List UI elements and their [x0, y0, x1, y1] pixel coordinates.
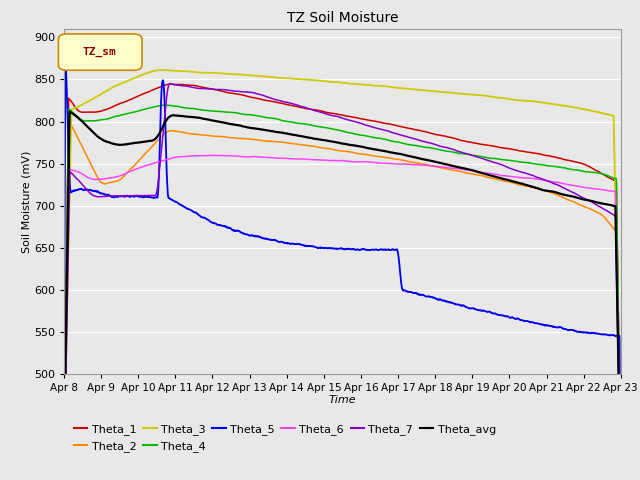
Theta_1: [124, 98, 131, 104]
Theta_3: [60, 451, 68, 456]
Theta_2: [60, 454, 68, 460]
Theta_3: [298, 76, 306, 82]
Theta_6: [157, 158, 164, 164]
Theta_6: [274, 155, 282, 161]
Theta_5: [61, 56, 69, 61]
Theta_avg: [66, 108, 74, 114]
Theta_3: [546, 101, 554, 107]
Theta_4: [617, 472, 625, 478]
Text: TZ_sm: TZ_sm: [83, 47, 116, 57]
Theta_5: [546, 323, 554, 329]
Theta_6: [124, 170, 131, 176]
Theta_2: [274, 139, 282, 144]
Theta_4: [606, 174, 614, 180]
Theta_5: [606, 332, 614, 338]
Theta_4: [124, 111, 131, 117]
Theta_3: [161, 67, 168, 73]
Title: TZ Soil Moisture: TZ Soil Moisture: [287, 11, 398, 25]
Theta_7: [298, 104, 306, 109]
Theta_1: [298, 105, 306, 110]
Theta_7: [157, 156, 164, 161]
Theta_7: [546, 179, 554, 185]
Y-axis label: Soil Moisture (mV): Soil Moisture (mV): [21, 150, 31, 253]
Theta_avg: [546, 189, 554, 194]
Theta_2: [298, 142, 306, 148]
Theta_3: [606, 112, 614, 118]
Theta_4: [161, 102, 168, 108]
Theta_1: [617, 474, 625, 480]
Theta_5: [298, 242, 306, 248]
Theta_avg: [606, 202, 614, 208]
Theta_avg: [60, 450, 68, 456]
Theta_4: [274, 116, 282, 122]
Theta_7: [166, 81, 174, 86]
Theta_3: [274, 75, 282, 81]
Theta_7: [606, 210, 614, 216]
Theta_4: [60, 448, 68, 454]
Theta_1: [606, 175, 614, 181]
Line: Theta_1: Theta_1: [64, 84, 621, 477]
Theta_2: [606, 221, 614, 227]
Theta_7: [274, 97, 282, 103]
FancyBboxPatch shape: [58, 34, 142, 70]
Theta_3: [157, 67, 164, 73]
Line: Theta_avg: Theta_avg: [64, 111, 621, 480]
Line: Theta_4: Theta_4: [64, 105, 621, 475]
Theta_6: [298, 156, 306, 162]
Theta_1: [166, 81, 174, 87]
Theta_1: [60, 443, 68, 449]
Theta_2: [124, 169, 132, 175]
Line: Theta_7: Theta_7: [64, 84, 621, 480]
Theta_avg: [298, 133, 306, 139]
Theta_6: [606, 188, 614, 194]
Theta_3: [617, 445, 625, 451]
Line: Theta_5: Theta_5: [64, 59, 621, 480]
Line: Theta_6: Theta_6: [64, 156, 621, 480]
Theta_1: [274, 100, 282, 106]
Legend: Theta_1, Theta_2, Theta_3, Theta_4, Theta_5, Theta_6, Theta_7, Theta_avg: Theta_1, Theta_2, Theta_3, Theta_4, Thet…: [70, 420, 500, 456]
Theta_2: [157, 134, 164, 140]
Theta_7: [124, 193, 131, 199]
Theta_avg: [124, 141, 132, 147]
Theta_4: [298, 121, 306, 127]
Theta_avg: [274, 129, 282, 135]
Theta_2: [65, 118, 72, 124]
Theta_5: [157, 108, 164, 113]
Line: Theta_3: Theta_3: [64, 70, 621, 454]
Theta_3: [124, 78, 131, 84]
Theta_4: [546, 163, 554, 169]
Theta_4: [157, 103, 164, 108]
Theta_1: [546, 153, 554, 159]
Theta_6: [208, 153, 216, 158]
Theta_5: [124, 193, 132, 199]
Theta_2: [546, 189, 554, 195]
X-axis label: Time: Time: [328, 395, 356, 405]
Line: Theta_2: Theta_2: [64, 121, 621, 480]
Theta_avg: [157, 128, 164, 134]
Theta_6: [546, 179, 554, 184]
Theta_5: [274, 239, 282, 244]
Theta_5: [60, 397, 68, 403]
Theta_1: [157, 84, 164, 90]
